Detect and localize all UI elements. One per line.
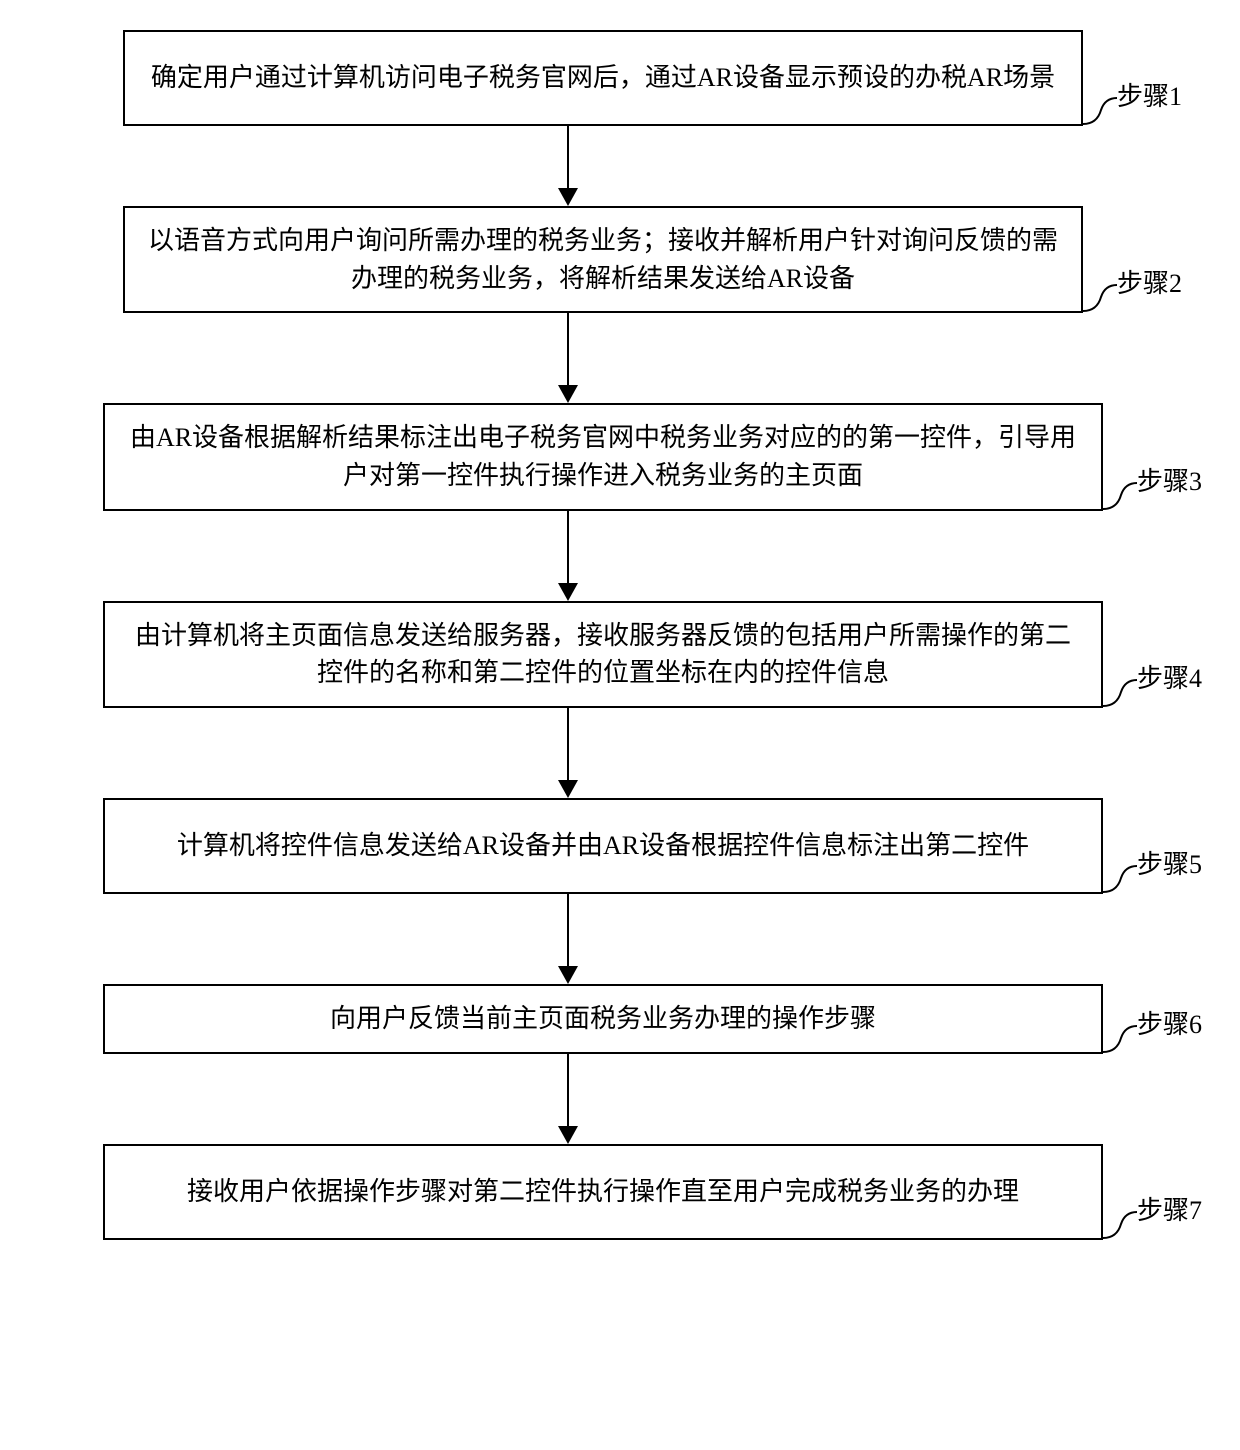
- step-label-wrap-2: 步骤2: [1083, 283, 1117, 313]
- step-label-3: 步骤3: [1137, 469, 1202, 495]
- step-label-1: 步骤1: [1117, 84, 1182, 110]
- arrow-wrap: [0, 894, 1240, 984]
- step-box-3: 由AR设备根据解析结果标注出电子税务官网中税务业务对应的的第一控件，引导用户对第…: [103, 403, 1103, 510]
- step-row-7: 接收用户依据操作步骤对第二控件执行操作直至用户完成税务业务的办理步骤7: [0, 1144, 1240, 1240]
- arrow-wrap: [0, 313, 1240, 403]
- arrow-wrap: [0, 708, 1240, 798]
- step-label-7: 步骤7: [1137, 1198, 1202, 1224]
- arrow-down-icon: [558, 894, 578, 984]
- step-box-4: 由计算机将主页面信息发送给服务器，接收服务器反馈的包括用户所需操作的第二控件的名…: [103, 601, 1103, 708]
- step-label-wrap-7: 步骤7: [1103, 1210, 1137, 1240]
- arrow-wrap: [0, 126, 1240, 206]
- flowchart-container: 确定用户通过计算机访问电子税务官网后，通过AR设备显示预设的办税AR场景步骤1以…: [0, 30, 1240, 1240]
- connector-arc-icon: [1083, 96, 1117, 126]
- step-label-wrap-4: 步骤4: [1103, 678, 1137, 708]
- step-row-3: 由AR设备根据解析结果标注出电子税务官网中税务业务对应的的第一控件，引导用户对第…: [0, 403, 1240, 510]
- step-box-6: 向用户反馈当前主页面税务业务办理的操作步骤: [103, 984, 1103, 1054]
- step-label-wrap-6: 步骤6: [1103, 1024, 1137, 1054]
- connector-arc-icon: [1103, 864, 1137, 894]
- connector-arc-icon: [1083, 283, 1117, 313]
- step-row-5: 计算机将控件信息发送给AR设备并由AR设备根据控件信息标注出第二控件步骤5: [0, 798, 1240, 894]
- arrow-down-icon: [558, 313, 578, 403]
- step-label-6: 步骤6: [1137, 1012, 1202, 1038]
- step-label-wrap-5: 步骤5: [1103, 864, 1137, 894]
- connector-arc-icon: [1103, 1210, 1137, 1240]
- arrow-down-icon: [558, 708, 578, 798]
- connector-arc-icon: [1103, 481, 1137, 511]
- step-label-4: 步骤4: [1137, 666, 1202, 692]
- arrow-down-icon: [558, 126, 578, 206]
- step-label-wrap-1: 步骤1: [1083, 96, 1117, 126]
- connector-arc-icon: [1103, 678, 1137, 708]
- arrow-wrap: [0, 511, 1240, 601]
- step-row-1: 确定用户通过计算机访问电子税务官网后，通过AR设备显示预设的办税AR场景步骤1: [0, 30, 1240, 126]
- step-row-6: 向用户反馈当前主页面税务业务办理的操作步骤步骤6: [0, 984, 1240, 1054]
- step-label-2: 步骤2: [1117, 271, 1182, 297]
- arrow-down-icon: [558, 511, 578, 601]
- step-box-7: 接收用户依据操作步骤对第二控件执行操作直至用户完成税务业务的办理: [103, 1144, 1103, 1240]
- step-row-2: 以语音方式向用户询问所需办理的税务业务；接收并解析用户针对询问反馈的需办理的税务…: [0, 206, 1240, 313]
- step-label-wrap-3: 步骤3: [1103, 481, 1137, 511]
- arrow-down-icon: [558, 1054, 578, 1144]
- step-row-4: 由计算机将主页面信息发送给服务器，接收服务器反馈的包括用户所需操作的第二控件的名…: [0, 601, 1240, 708]
- connector-arc-icon: [1103, 1024, 1137, 1054]
- step-box-2: 以语音方式向用户询问所需办理的税务业务；接收并解析用户针对询问反馈的需办理的税务…: [123, 206, 1083, 313]
- arrow-wrap: [0, 1054, 1240, 1144]
- step-box-1: 确定用户通过计算机访问电子税务官网后，通过AR设备显示预设的办税AR场景: [123, 30, 1083, 126]
- step-box-5: 计算机将控件信息发送给AR设备并由AR设备根据控件信息标注出第二控件: [103, 798, 1103, 894]
- step-label-5: 步骤5: [1137, 852, 1202, 878]
